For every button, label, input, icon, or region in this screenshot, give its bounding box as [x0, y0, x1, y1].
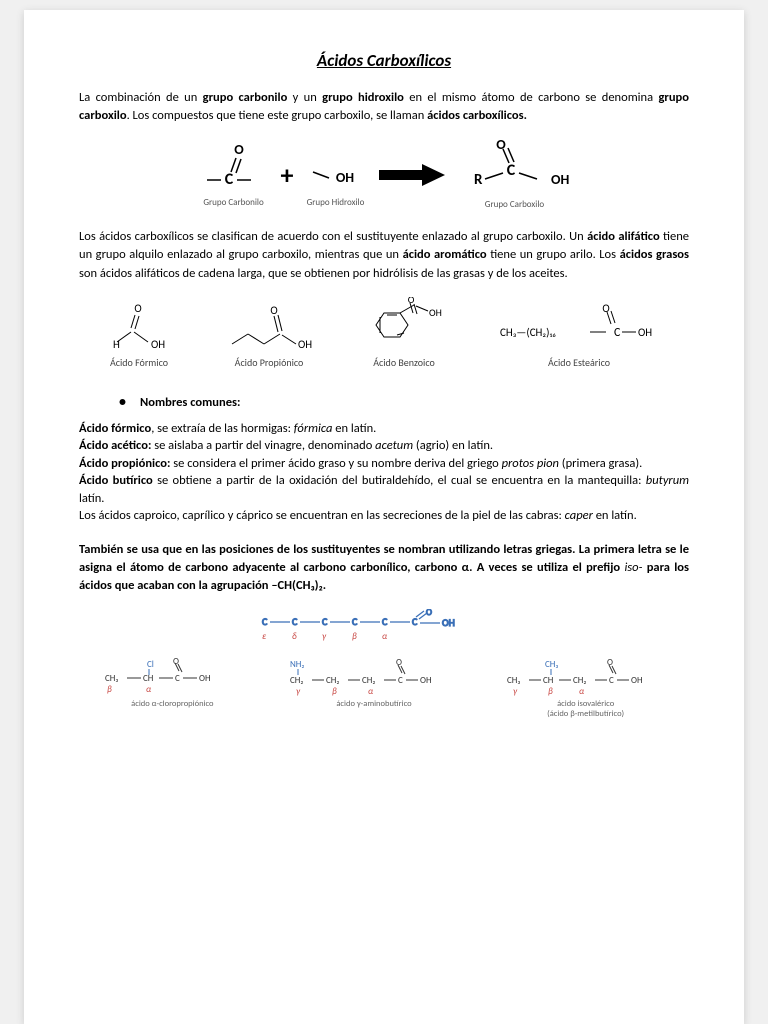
acid-estearico: CH₃—(CH₂)₁₆ C O OH Ácido Esteárico [494, 302, 664, 369]
svg-text:OH: OH [151, 338, 165, 351]
svg-text:OH: OH [298, 338, 312, 351]
greek-chain-diagram: C C C C C C O OH ε δ γ β α [79, 609, 689, 649]
svg-text:C: C [292, 615, 298, 628]
arrow-icon [377, 160, 447, 190]
plus-sign: + [281, 159, 294, 191]
svg-text:β: β [548, 686, 553, 697]
svg-text:β: β [332, 686, 337, 697]
bottom-structures-row: CH₃ CH Cl C O OH β α ácido α-cloropropió… [79, 657, 689, 719]
svg-text:O: O [134, 302, 141, 315]
amino-structure: NH₂ CH₂ CH₂ CH₂ C O OH γ β α [284, 657, 464, 709]
svg-text:CH₂: CH₂ [290, 675, 303, 686]
svg-text:CH₂: CH₂ [362, 675, 375, 686]
greek-paragraph: También se usa que en las posiciones de … [79, 541, 689, 595]
svg-text:γ: γ [296, 686, 301, 697]
svg-text:CH: CH [543, 675, 553, 686]
svg-text:OH: OH [199, 673, 211, 684]
intro-paragraph: La combinación de un grupo carbonilo y u… [79, 89, 689, 125]
svg-text:OH: OH [631, 675, 643, 686]
acid-benzoico: O OH Ácido Benzoico [364, 297, 444, 369]
svg-text:C: C [322, 615, 328, 628]
svg-text:CH₂: CH₂ [326, 675, 339, 686]
svg-text:CH₃: CH₃ [507, 675, 520, 686]
svg-text:C: C [507, 161, 516, 180]
svg-text:C: C [412, 615, 418, 628]
svg-text:O: O [270, 304, 277, 317]
svg-text:α: α [579, 686, 584, 697]
svg-text:H: H [113, 338, 120, 351]
svg-text:C: C [175, 673, 180, 684]
svg-text:O: O [396, 657, 402, 668]
classification-paragraph: Los ácidos carboxílicos se clasifican de… [79, 228, 689, 282]
svg-text:OH: OH [638, 326, 652, 339]
estearico-prefix: CH₃—(CH₂)₁₆ [500, 326, 556, 339]
acid-propionico: O OH Ácido Propiónico [224, 302, 314, 369]
svg-text:O: O [607, 657, 613, 668]
svg-text:OH: OH [429, 306, 442, 319]
svg-text:β: β [107, 684, 112, 695]
svg-text:O: O [234, 142, 244, 158]
svg-text:β: β [352, 631, 357, 642]
carbonilo-label: Grupo Carbonilo [203, 197, 263, 208]
page-title: Ácidos Carboxílicos [79, 50, 689, 71]
carboxilo-label: Grupo Carboxilo [485, 199, 544, 210]
svg-text:CH₂: CH₂ [573, 675, 586, 686]
definitions-block: Ácido fórmico, se extraía de las hormiga… [79, 420, 689, 525]
svg-text:C: C [262, 615, 268, 628]
svg-text:CH: CH [143, 673, 153, 684]
hidroxilo-structure: OH Grupo Hidroxilo [305, 142, 365, 208]
svg-text:α: α [382, 631, 387, 642]
svg-text:C: C [352, 615, 358, 628]
svg-text:O: O [408, 297, 415, 306]
svg-text:C: C [398, 675, 403, 686]
svg-text:γ: γ [513, 686, 518, 697]
svg-text:C: C [614, 326, 621, 340]
svg-text:OH: OH [420, 675, 432, 686]
hidroxilo-label: Grupo Hidroxilo [307, 197, 365, 208]
section-heading: Nombres comunes: [119, 393, 689, 410]
svg-text:NH₂: NH₂ [290, 659, 304, 670]
svg-text:ε: ε [262, 631, 267, 642]
svg-text:δ: δ [292, 631, 297, 642]
document-page: Ácidos Carboxílicos La combinación de un… [24, 10, 744, 1024]
svg-text:γ: γ [322, 631, 327, 642]
svg-text:α: α [146, 684, 151, 695]
acid-formico: O H OH Ácido Fórmico [104, 302, 174, 369]
svg-text:α: α [368, 686, 373, 697]
svg-text:O: O [602, 302, 609, 315]
svg-text:O: O [426, 609, 432, 618]
svg-text:CH₃: CH₃ [105, 673, 118, 684]
svg-text:OH: OH [442, 616, 455, 629]
cloro-structure: CH₃ CH Cl C O OH β α ácido α-cloropropió… [97, 657, 247, 709]
svg-text:R: R [474, 171, 483, 189]
svg-text:CH₃: CH₃ [545, 659, 558, 670]
reaction-diagram: O C Grupo Carbonilo + OH Grupo Hidroxilo [79, 139, 689, 210]
carboxilo-structure: R C O OH Grupo Carboxilo [459, 139, 569, 210]
carbonilo-structure: O C Grupo Carbonilo [199, 142, 269, 208]
svg-text:O: O [173, 657, 179, 667]
svg-text:Cl: Cl [147, 659, 154, 670]
svg-text:O: O [497, 139, 507, 153]
svg-text:OH: OH [336, 169, 354, 186]
svg-text:C: C [382, 615, 388, 628]
iso-structure: CH₃ CH CH₃ CH₂ C O OH γ β α [501, 657, 671, 719]
svg-text:OH: OH [551, 171, 569, 188]
svg-text:C: C [224, 170, 233, 189]
svg-text:C: C [609, 675, 614, 686]
acid-examples-row: O H OH Ácido Fórmico O OH Ácido Pro [79, 297, 689, 369]
